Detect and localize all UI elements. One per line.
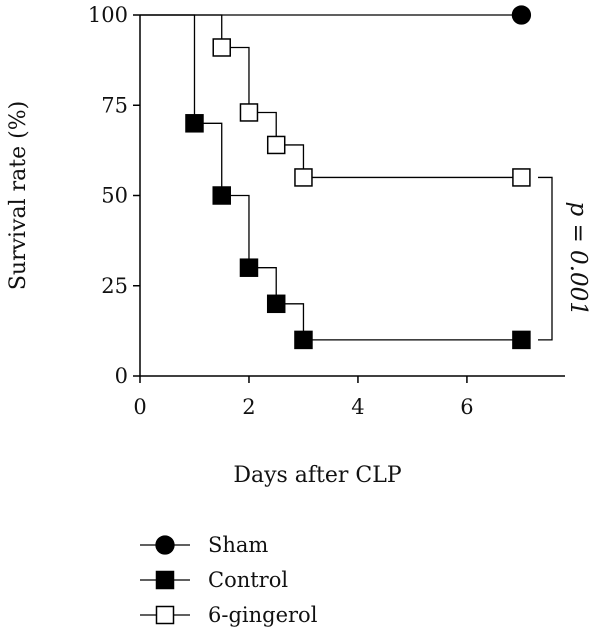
data-point-marker [239, 258, 259, 277]
legend-label: 6-gingerol [208, 603, 318, 627]
significance-bracket [538, 176, 553, 341]
x-axis-title: Days after CLP [233, 463, 402, 488]
legend-item-6-gingerol: 6-gingerol [140, 603, 318, 627]
legend-label: Control [208, 568, 288, 592]
legend-marker [155, 570, 175, 590]
series-step-line [140, 14, 522, 341]
series-sham [140, 5, 532, 25]
legend-marker [155, 605, 175, 625]
data-point-marker [212, 38, 231, 57]
chart-axes: 0 25 50 75 100 0 2 4 6 Days after CLP Survival rat… [6, 3, 565, 488]
legend: Sham Control 6-gingerol [140, 533, 318, 627]
series-step-line [140, 14, 522, 179]
data-point-marker [266, 294, 286, 314]
x-tick-label: 6 [460, 395, 473, 419]
data-point-marker [294, 330, 313, 350]
p-value-label: p = 0.001 [565, 201, 591, 315]
x-tick-label: 0 [133, 395, 146, 419]
legend-marker [155, 535, 175, 555]
data-point-marker [512, 168, 531, 187]
x-tick-label: 2 [242, 395, 255, 419]
data-point-marker [239, 103, 259, 122]
y-tick-label: 100 [88, 3, 128, 27]
y-tick-label: 50 [101, 184, 128, 208]
data-point-marker [185, 114, 204, 133]
series-control [140, 14, 531, 350]
data-point-marker [511, 5, 532, 25]
x-tick-label: 4 [351, 395, 364, 419]
y-tick-label: 25 [101, 274, 128, 298]
series-layer [140, 5, 532, 350]
legend-label: Sham [208, 533, 268, 557]
data-point-marker [294, 168, 313, 187]
data-point-marker [512, 330, 531, 350]
legend-item-sham: Sham [140, 533, 268, 557]
y-tick-label: 75 [101, 93, 128, 117]
series-6-gingerol [140, 14, 531, 187]
annotation-layer: p = 0.001 [538, 176, 591, 341]
y-tick-label: 0 [115, 364, 128, 388]
legend-item-control: Control [140, 568, 288, 592]
data-point-marker [266, 135, 286, 155]
y-axis-title: Survival rate (%) [6, 101, 31, 290]
data-point-marker [212, 186, 231, 205]
